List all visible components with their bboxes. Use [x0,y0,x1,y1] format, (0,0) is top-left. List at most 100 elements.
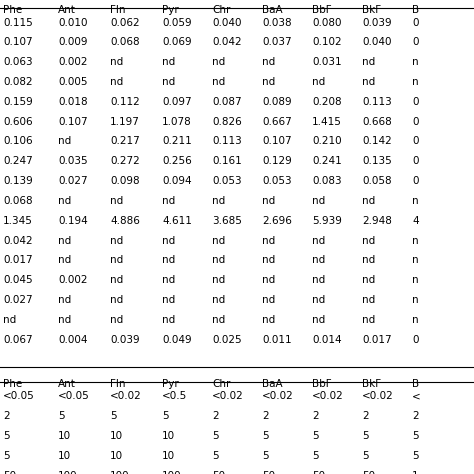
Text: 5: 5 [162,411,169,421]
Text: nd: nd [162,77,175,87]
Text: nd: nd [110,315,123,325]
Text: 2: 2 [3,411,9,421]
Text: nd: nd [110,255,123,265]
Text: <0.5: <0.5 [162,392,187,401]
Text: 0: 0 [412,176,419,186]
Text: Phe: Phe [3,379,22,389]
Text: nd: nd [162,275,175,285]
Text: nd: nd [362,275,375,285]
Text: <0.02: <0.02 [212,392,244,401]
Text: 0.113: 0.113 [212,137,242,146]
Text: nd: nd [312,77,325,87]
Text: 100: 100 [110,471,129,474]
Text: nd: nd [110,77,123,87]
Text: 3.685: 3.685 [212,216,242,226]
Text: 0.107: 0.107 [262,137,292,146]
Text: B: B [412,5,419,15]
Text: 0.025: 0.025 [212,335,242,345]
Text: 0.039: 0.039 [362,18,392,27]
Text: nd: nd [312,315,325,325]
Text: 5: 5 [412,431,419,441]
Text: 0.018: 0.018 [58,97,88,107]
Text: 0: 0 [412,18,419,27]
Text: 0.009: 0.009 [58,37,88,47]
Text: nd: nd [262,236,275,246]
Text: BbF: BbF [312,379,332,389]
Text: 0.142: 0.142 [362,137,392,146]
Text: nd: nd [58,255,71,265]
Text: <: < [412,392,421,401]
Text: 0.038: 0.038 [262,18,292,27]
Text: nd: nd [362,57,375,67]
Text: n: n [412,315,419,325]
Text: 0.241: 0.241 [312,156,342,166]
Text: 0.031: 0.031 [312,57,342,67]
Text: 0.010: 0.010 [58,18,88,27]
Text: 0.069: 0.069 [162,37,191,47]
Text: 10: 10 [58,451,71,461]
Text: nd: nd [312,295,325,305]
Text: nd: nd [58,315,71,325]
Text: 10: 10 [110,451,123,461]
Text: nd: nd [212,196,225,206]
Text: n: n [412,57,419,67]
Text: 1.415: 1.415 [312,117,342,127]
Text: nd: nd [162,57,175,67]
Text: 0.080: 0.080 [312,18,341,27]
Text: 0.042: 0.042 [212,37,242,47]
Text: 0.247: 0.247 [3,156,33,166]
Text: 0: 0 [412,97,419,107]
Text: 0.017: 0.017 [362,335,392,345]
Text: 0.039: 0.039 [110,335,140,345]
Text: 0: 0 [412,37,419,47]
Text: 0.011: 0.011 [262,335,292,345]
Text: 50: 50 [3,471,16,474]
Text: 0.097: 0.097 [162,97,191,107]
Text: nd: nd [110,57,123,67]
Text: 5: 5 [58,411,64,421]
Text: 0.107: 0.107 [3,37,33,47]
Text: 0: 0 [412,137,419,146]
Text: 0.014: 0.014 [312,335,342,345]
Text: 0.129: 0.129 [262,156,292,166]
Text: 0.059: 0.059 [162,18,191,27]
Text: 5: 5 [362,451,369,461]
Text: 0.112: 0.112 [110,97,140,107]
Text: 0.606: 0.606 [3,117,33,127]
Text: 0: 0 [412,335,419,345]
Text: 0.082: 0.082 [3,77,33,87]
Text: 0.053: 0.053 [212,176,242,186]
Text: 0.002: 0.002 [58,275,88,285]
Text: 5: 5 [110,411,117,421]
Text: n: n [412,255,419,265]
Text: nd: nd [312,275,325,285]
Text: nd: nd [212,255,225,265]
Text: 50: 50 [212,471,225,474]
Text: 0.083: 0.083 [312,176,342,186]
Text: 10: 10 [162,451,175,461]
Text: 5: 5 [212,451,219,461]
Text: 0.826: 0.826 [212,117,242,127]
Text: 5: 5 [212,431,219,441]
Text: Fln: Fln [110,5,126,15]
Text: Fln: Fln [110,379,126,389]
Text: 0.159: 0.159 [3,97,33,107]
Text: 0.211: 0.211 [162,137,192,146]
Text: 0.210: 0.210 [312,137,342,146]
Text: 0.272: 0.272 [110,156,140,166]
Text: nd: nd [362,236,375,246]
Text: n: n [412,236,419,246]
Text: nd: nd [58,236,71,246]
Text: 5.939: 5.939 [312,216,342,226]
Text: 0.217: 0.217 [110,137,140,146]
Text: nd: nd [312,255,325,265]
Text: BbF: BbF [312,5,332,15]
Text: nd: nd [58,137,71,146]
Text: 10: 10 [110,431,123,441]
Text: n: n [412,275,419,285]
Text: 1.197: 1.197 [110,117,140,127]
Text: 0.005: 0.005 [58,77,88,87]
Text: Pyr: Pyr [162,5,179,15]
Text: 50: 50 [362,471,375,474]
Text: 0.115: 0.115 [3,18,33,27]
